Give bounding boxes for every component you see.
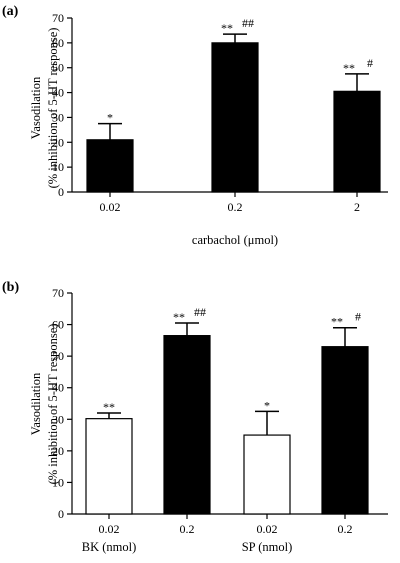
bar (211, 42, 259, 193)
y-tick-label: 50 (52, 349, 64, 363)
x-tick-label: 0.2 (228, 200, 243, 214)
bar (86, 139, 134, 193)
y-tick-label: 70 (52, 286, 64, 300)
x-tick-label: 0.02 (100, 200, 121, 214)
y-tick-label: 20 (52, 444, 64, 458)
panel-b: (b) 0 10 20 30 40 50 60 70 Vasodilation (% inhibit… (2, 280, 388, 554)
x-tick-label: 0.2 (180, 522, 195, 536)
group-label: SP (nmol) (242, 540, 293, 554)
panel-a: (a) 0 10 20 30 40 50 60 70 Vasodilation (% inhibit… (2, 4, 388, 247)
y-tick-label: 70 (52, 11, 64, 25)
significance-star: * (264, 398, 270, 412)
bar (85, 418, 133, 515)
y-tick-label: 30 (52, 412, 64, 426)
y-tick-label: 40 (52, 86, 64, 100)
bar (321, 346, 369, 515)
y-axis-subtitle: (% inhibition of 5-HT response) (46, 324, 60, 485)
significance-hash: ## (194, 305, 206, 319)
y-tick-label: 30 (52, 110, 64, 124)
significance-star: * (107, 111, 113, 125)
bar (243, 434, 291, 515)
significance-star: ** (331, 315, 343, 329)
y-tick-label: 60 (52, 318, 64, 332)
y-tick-label: 0 (58, 507, 64, 521)
y-tick-label: 10 (52, 160, 64, 174)
y-tick-label: 50 (52, 61, 64, 75)
y-axis-title: Vasodilation (29, 372, 43, 435)
y-tick-label: 60 (52, 36, 64, 50)
significance-star: ** (343, 61, 355, 75)
panel-label: (a) (2, 4, 19, 19)
significance-star: ** (221, 21, 233, 35)
x-tick-label: 0.02 (99, 522, 120, 536)
y-axis-subtitle: (% inhibition of 5-HT response) (46, 28, 60, 189)
x-tick-label: 0.02 (257, 522, 278, 536)
x-tick-label: 2 (354, 200, 360, 214)
y-tick-label: 10 (52, 475, 64, 489)
significance-star: ** (103, 400, 115, 414)
x-tick-label: 0.2 (338, 522, 353, 536)
bar (333, 90, 381, 193)
group-label: BK (nmol) (82, 540, 137, 554)
y-tick-label: 20 (52, 135, 64, 149)
x-axis-title: carbachol (μmol) (192, 233, 278, 247)
significance-hash: ## (242, 16, 254, 30)
significance-hash: # (367, 56, 373, 70)
y-axis-title: Vasodilation (29, 76, 43, 139)
significance-hash: # (355, 310, 361, 324)
significance-star: ** (173, 310, 185, 324)
y-tick-label: 0 (58, 185, 64, 199)
bar (163, 335, 211, 515)
y-tick-label: 40 (52, 381, 64, 395)
panel-label: (b) (2, 280, 19, 295)
